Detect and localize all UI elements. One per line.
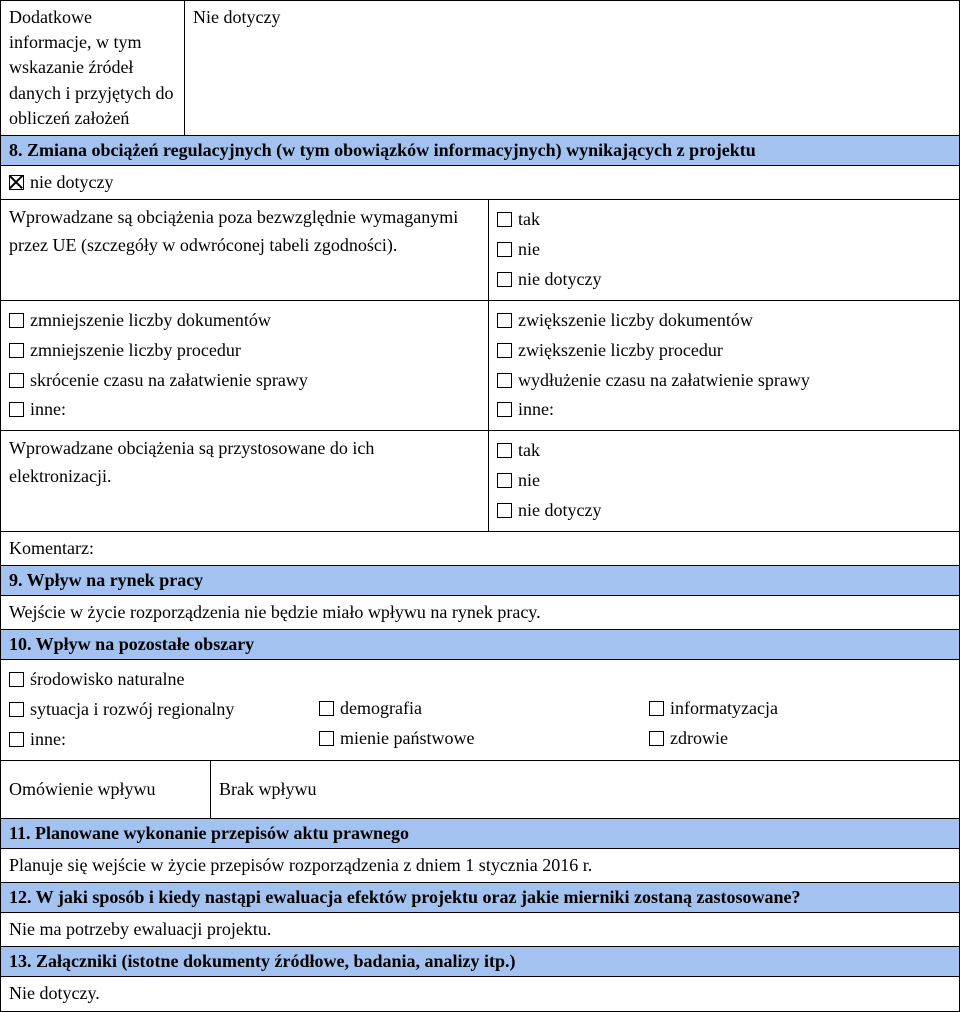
section-8-nie-dotyczy-row: nie dotyczy: [1, 166, 959, 200]
section-8-block3: Wprowadzane obciążenia są przystosowane …: [1, 431, 959, 532]
checkbox-tak-1[interactable]: [497, 212, 512, 227]
section-13-body: Nie dotyczy.: [1, 977, 959, 1010]
label-tak-2: tak: [518, 440, 540, 460]
section-12-title: 12. W jaki sposób i kiedy nastąpi ewalua…: [9, 887, 801, 907]
label-sytuacja: sytuacja i rozwój regionalny: [30, 699, 234, 719]
section-10-title: 10. Wpływ na pozostałe obszary: [9, 634, 254, 654]
section-8-header: 8. Zmiana obciążeń regulacyjnych (w tym …: [1, 136, 959, 166]
checkbox-informatyzacja[interactable]: [649, 701, 664, 716]
block3-left-text: Wprowadzane obciążenia są przystosowane …: [1, 431, 489, 531]
section-11-header: 11. Planowane wykonanie przepisów aktu p…: [1, 819, 959, 849]
checkbox-zdrowie[interactable]: [649, 731, 664, 746]
section-9-title: 9. Wpływ na rynek pracy: [9, 570, 203, 590]
label-zmn-proc: zmniejszenie liczby procedur: [30, 340, 241, 360]
checkbox-niedotyczy-1[interactable]: [497, 272, 512, 287]
section-10-col3: informatyzacja zdrowie: [641, 660, 959, 760]
label-nie-1: nie: [518, 239, 540, 259]
section-12-header: 12. W jaki sposób i kiedy nastąpi ewalua…: [1, 883, 959, 913]
checkbox-mienie[interactable]: [319, 731, 334, 746]
checkbox-nie-1[interactable]: [497, 242, 512, 257]
checkbox-nie-dotyczy[interactable]: [9, 175, 24, 190]
checkbox-inne-10[interactable]: [9, 732, 24, 747]
label-inne-10: inne:: [30, 729, 66, 749]
checkbox-zwk-dok[interactable]: [497, 313, 512, 328]
label-mienie: mienie państwowe: [340, 728, 474, 748]
section-11-body: Planuje się wejście w życie przepisów ro…: [1, 849, 959, 883]
document-form: Dodatkowe informacje, w tym wskazanie źr…: [0, 0, 960, 1012]
section-12-body: Nie ma potrzeby ewaluacji projektu.: [1, 913, 959, 947]
label-srodowisko: środowisko naturalne: [30, 669, 184, 689]
checkbox-zmn-dok[interactable]: [9, 313, 24, 328]
section-11-title: 11. Planowane wykonanie przepisów aktu p…: [9, 823, 409, 843]
block1-right: tak nie nie dotyczy: [489, 200, 959, 300]
checkbox-tak-2[interactable]: [497, 443, 512, 458]
section-8-title: 8. Zmiana obciążeń regulacyjnych (w tym …: [9, 140, 756, 160]
label-zdrowie: zdrowie: [670, 728, 728, 748]
section-10-header: 10. Wpływ na pozostałe obszary: [1, 630, 959, 660]
additional-info-label: Dodatkowe informacje, w tym wskazanie źr…: [1, 1, 185, 135]
block2-right: zwiększenie liczby dokumentów zwiększeni…: [489, 301, 959, 431]
checkbox-zmn-proc[interactable]: [9, 343, 24, 358]
checkbox-inne-r[interactable]: [497, 402, 512, 417]
additional-info-value: Nie dotyczy: [185, 1, 959, 135]
section-10-omowienie-row: Omówienie wpływu Brak wpływu: [1, 761, 959, 819]
section-10-col2: demografia mienie państwowe: [311, 660, 641, 760]
section-8-block1: Wprowadzane są obciążenia poza bezwzględ…: [1, 200, 959, 301]
label-tak-1: tak: [518, 209, 540, 229]
section-10-checkbox-grid: środowisko naturalne sytuacja i rozwój r…: [1, 660, 959, 761]
section-8-block2: zmniejszenie liczby dokumentów zmniejsze…: [1, 301, 959, 432]
label-zmn-dok: zmniejszenie liczby dokumentów: [30, 310, 271, 330]
checkbox-inne-l[interactable]: [9, 402, 24, 417]
omowienie-label: Omówienie wpływu: [1, 761, 211, 818]
label-nie-dotyczy: nie dotyczy: [30, 172, 113, 192]
label-wydluzenie: wydłużenie czasu na załatwienie sprawy: [518, 370, 810, 390]
checkbox-skrocenie[interactable]: [9, 373, 24, 388]
section-13-title: 13. Załączniki (istotne dokumenty źródło…: [9, 951, 516, 971]
checkbox-demografia[interactable]: [319, 701, 334, 716]
block1-left-text: Wprowadzane są obciążenia poza bezwzględ…: [1, 200, 489, 300]
section-13-header: 13. Załączniki (istotne dokumenty źródło…: [1, 947, 959, 977]
label-demografia: demografia: [340, 698, 422, 718]
section-9-header: 9. Wpływ na rynek pracy: [1, 566, 959, 596]
checkbox-zwk-proc[interactable]: [497, 343, 512, 358]
omowienie-value: Brak wpływu: [211, 761, 959, 818]
komentarz-row: Komentarz:: [1, 532, 959, 566]
checkbox-srodowisko[interactable]: [9, 672, 24, 687]
label-inne-l: inne:: [30, 399, 66, 419]
section-10-col1: środowisko naturalne sytuacja i rozwój r…: [1, 660, 311, 760]
block3-right: tak nie nie dotyczy: [489, 431, 959, 531]
label-inne-r: inne:: [518, 399, 554, 419]
label-niedotyczy-1: nie dotyczy: [518, 269, 601, 289]
checkbox-wydluzenie[interactable]: [497, 373, 512, 388]
section-9-body: Wejście w życie rozporządzenia nie będzi…: [1, 596, 959, 630]
label-zwk-proc: zwiększenie liczby procedur: [518, 340, 723, 360]
checkbox-sytuacja[interactable]: [9, 702, 24, 717]
label-niedotyczy-2: nie dotyczy: [518, 500, 601, 520]
label-zwk-dok: zwiększenie liczby dokumentów: [518, 310, 753, 330]
block2-left: zmniejszenie liczby dokumentów zmniejsze…: [1, 301, 489, 431]
additional-info-row: Dodatkowe informacje, w tym wskazanie źr…: [1, 1, 959, 136]
label-skrocenie: skrócenie czasu na załatwienie sprawy: [30, 370, 308, 390]
label-informatyzacja: informatyzacja: [670, 698, 778, 718]
checkbox-nie-2[interactable]: [497, 473, 512, 488]
label-nie-2: nie: [518, 470, 540, 490]
checkbox-niedotyczy-2[interactable]: [497, 503, 512, 518]
